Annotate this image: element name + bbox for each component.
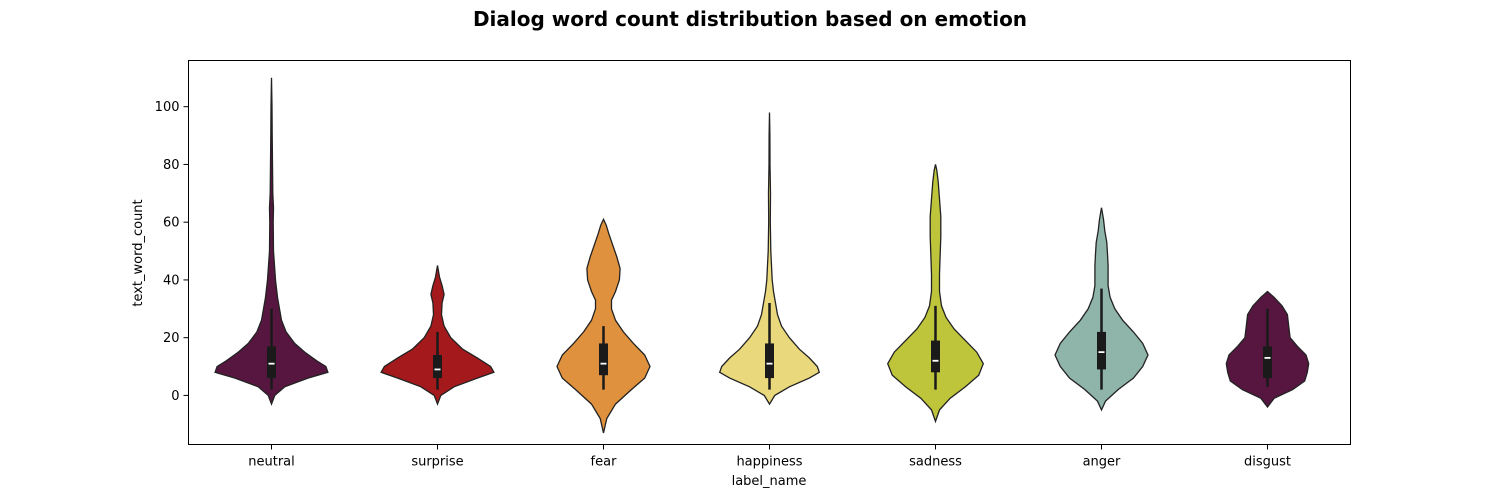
y-tick-label: 0 xyxy=(171,389,179,404)
x-axis-label: label_name xyxy=(732,474,807,489)
y-tick-label: 100 xyxy=(155,100,180,115)
x-tick-label-neutral: neutral xyxy=(248,455,295,470)
iqr-box-happiness xyxy=(765,343,774,379)
y-tick-label: 80 xyxy=(163,158,180,173)
violin-sadness xyxy=(886,164,985,424)
iqr-box-disgust xyxy=(1263,346,1272,379)
iqr-box-anger xyxy=(1097,331,1106,370)
violins-layer xyxy=(214,77,1310,434)
violin-happiness xyxy=(718,112,821,406)
y-tick-label: 40 xyxy=(163,273,180,288)
y-axis-label: text_word_count xyxy=(131,199,146,306)
x-tick-label-fear: fear xyxy=(591,455,618,470)
violin-neutral xyxy=(214,77,329,406)
iqr-box-sadness xyxy=(931,340,940,373)
x-axis: neutral surprise fear happiness sadness anger… xyxy=(248,444,1291,470)
y-tick-label: 20 xyxy=(163,331,180,346)
x-tick-label-anger: anger xyxy=(1083,455,1121,470)
iqr-box-fear xyxy=(599,343,608,376)
y-axis: 0 20 40 60 80 100 xyxy=(155,100,189,404)
chart-title: Dialog word count distribution based on … xyxy=(473,7,1027,31)
x-tick-label-happiness: happiness xyxy=(736,455,802,470)
x-tick-label-sadness: sadness xyxy=(909,455,962,470)
iqr-box-neutral xyxy=(267,346,276,379)
y-tick-label: 60 xyxy=(163,216,180,231)
x-tick-label-surprise: surprise xyxy=(411,455,463,470)
x-tick-label-disgust: disgust xyxy=(1244,455,1291,470)
iqr-box-surprise xyxy=(433,354,442,379)
